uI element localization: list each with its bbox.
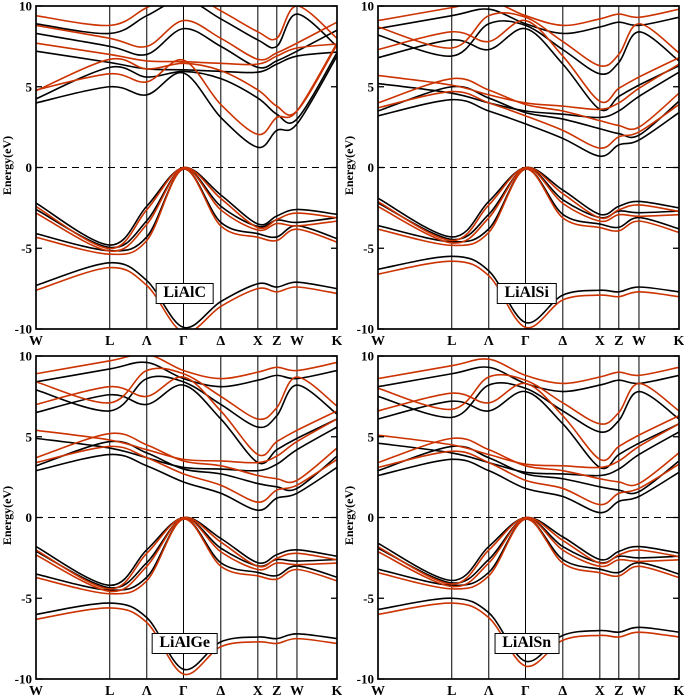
svg-text:-10: -10	[357, 672, 374, 687]
svg-text:Δ: Δ	[216, 334, 225, 349]
svg-text:-5: -5	[21, 241, 32, 256]
band-panel-lialsi: 10 5 0 -5 -10 W L Λ Γ Δ X Z W K Energy(eV) LiAlSi	[342, 0, 684, 350]
svg-text:L: L	[105, 684, 114, 699]
svg-text:K: K	[674, 684, 684, 699]
svg-text:-10: -10	[15, 322, 32, 337]
svg-text:10: 10	[361, 350, 374, 364]
svg-text:K: K	[332, 684, 342, 699]
svg-text:-10: -10	[15, 672, 32, 687]
svg-text:Γ: Γ	[179, 334, 188, 349]
svg-text:5: 5	[368, 429, 375, 444]
band-panel-lialge: 10 5 0 -5 -10 W L Λ Γ Δ X Z W K Energy(eV) LiAlGe	[0, 350, 342, 700]
svg-text:W: W	[29, 684, 43, 699]
svg-text:5: 5	[26, 429, 33, 444]
band-panel-lialc: 10 5 0 -5 -10 W L Λ Γ Δ X Z W K Energy(eV) LiAlC	[0, 0, 342, 350]
svg-text:W: W	[632, 334, 646, 349]
svg-text:W: W	[371, 684, 385, 699]
svg-text:X: X	[595, 684, 605, 699]
svg-text:W: W	[371, 334, 385, 349]
panel-title-lialsi: LiAlSi	[496, 283, 557, 304]
svg-text:L: L	[447, 334, 456, 349]
svg-text:10: 10	[361, 0, 374, 14]
svg-text:X: X	[253, 684, 263, 699]
band-panel-lialsn: 10 5 0 -5 -10 W L Λ Γ Δ X Z W K Energy(eV) LiAlSn	[342, 350, 684, 700]
svg-text:Γ: Γ	[521, 684, 530, 699]
svg-text:0: 0	[368, 160, 375, 175]
svg-text:Δ: Δ	[558, 684, 567, 699]
svg-text:Z: Z	[272, 684, 281, 699]
svg-text:K: K	[332, 334, 342, 349]
svg-text:Γ: Γ	[521, 334, 530, 349]
svg-text:Λ: Λ	[484, 684, 494, 699]
svg-text:W: W	[290, 684, 304, 699]
svg-text:0: 0	[368, 510, 375, 525]
svg-text:L: L	[105, 334, 114, 349]
svg-text:Z: Z	[272, 334, 281, 349]
svg-text:X: X	[253, 334, 263, 349]
svg-text:W: W	[29, 334, 43, 349]
svg-text:-5: -5	[21, 591, 32, 606]
svg-text:-10: -10	[357, 322, 374, 337]
panel-title-lialsn: LiAlSn	[494, 633, 560, 654]
svg-text:L: L	[447, 684, 456, 699]
svg-text:Δ: Δ	[216, 684, 225, 699]
svg-text:W: W	[290, 334, 304, 349]
panel-title-lialc: LiAlC	[155, 283, 215, 304]
svg-text:Λ: Λ	[142, 684, 152, 699]
svg-text:Δ: Δ	[558, 334, 567, 349]
svg-text:-5: -5	[363, 241, 374, 256]
svg-text:0: 0	[26, 510, 33, 525]
svg-text:Λ: Λ	[142, 334, 152, 349]
svg-text:K: K	[674, 334, 684, 349]
svg-text:10: 10	[19, 0, 32, 14]
svg-text:W: W	[632, 684, 646, 699]
svg-text:10: 10	[19, 350, 32, 364]
svg-text:Z: Z	[614, 684, 623, 699]
svg-text:Γ: Γ	[179, 684, 188, 699]
svg-text:0: 0	[26, 160, 33, 175]
svg-text:X: X	[595, 334, 605, 349]
svg-text:5: 5	[26, 79, 33, 94]
svg-text:-5: -5	[363, 591, 374, 606]
svg-text:5: 5	[368, 79, 375, 94]
panel-title-lialge: LiAlGe	[151, 633, 219, 654]
svg-text:Λ: Λ	[484, 334, 494, 349]
svg-text:Z: Z	[614, 334, 623, 349]
